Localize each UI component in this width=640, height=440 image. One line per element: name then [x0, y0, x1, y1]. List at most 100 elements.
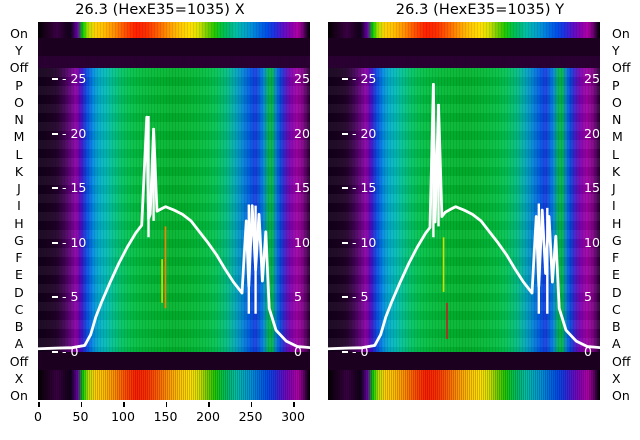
category-label: Y: [15, 43, 23, 59]
colorband-bottom-x: [38, 370, 310, 400]
category-label: D: [14, 284, 24, 300]
y-tick-mark: [52, 351, 58, 353]
category-label: K: [14, 163, 24, 179]
category-label: On: [612, 26, 630, 41]
category-label: B: [612, 319, 621, 335]
striation-overlay-top: [328, 22, 600, 38]
y-tick-mark: [52, 132, 58, 135]
category-label: B: [14, 319, 24, 335]
y-tick-label: - 25: [62, 70, 87, 86]
category-label: C: [14, 301, 24, 317]
category-label: A: [612, 336, 621, 352]
y-tick-label-right: 15: [584, 180, 600, 196]
x-tick-label: 50: [72, 409, 89, 424]
overlay-trace-x: [38, 115, 310, 351]
category-label: D: [612, 284, 622, 300]
rainbow-gradient-top: [38, 22, 310, 38]
y-tick-label-right: 20: [294, 125, 310, 141]
category-label: L: [15, 146, 23, 162]
trace-path: [38, 115, 310, 351]
colorband-top-y: [328, 22, 600, 38]
y-tick-label: - 5: [62, 289, 79, 305]
category-label: M: [13, 129, 25, 145]
colorband-bottom-y: [328, 370, 600, 400]
y-tick-label: - 0: [62, 344, 79, 359]
y-tick-mark: [52, 296, 58, 299]
category-label: I: [612, 198, 616, 214]
category-label: O: [14, 94, 24, 110]
category-label: On: [10, 26, 28, 41]
y-tick-mark: [52, 187, 58, 190]
category-label: J: [17, 181, 21, 197]
y-tick-mark: [52, 77, 58, 80]
rainbow-gradient-top: [328, 22, 600, 38]
y-tick-label: - 20: [352, 125, 377, 141]
y-tick-label-right: 20: [584, 125, 600, 141]
x-tick-mark: [80, 402, 82, 407]
striation-overlay-bottom: [328, 370, 600, 400]
category-label: A: [14, 336, 24, 352]
category-label: J: [612, 181, 616, 197]
category-label: H: [612, 215, 622, 231]
dark-band-upper: [38, 38, 310, 56]
dark-band-lower: [328, 352, 600, 370]
y-tick-label: - 25: [352, 70, 377, 86]
y-tick-label-right: 5: [294, 289, 302, 305]
category-label: F: [15, 250, 23, 266]
category-label: X: [14, 370, 24, 386]
heatmap-axes-y[interactable]: - 25 - 20 - 15 - 10 - 5 - 0 25 20 15 10 5 0: [328, 22, 600, 400]
x-tick-mark: [38, 402, 40, 407]
category-label: Off: [9, 353, 29, 369]
y-tick-mark: [342, 77, 348, 80]
category-label: Y: [612, 43, 620, 59]
x-tick-label: 200: [196, 409, 220, 424]
category-axis-left: On Y Off P O N M L K J I H G F E D C B A Off X On: [2, 22, 36, 403]
striation-overlay-top: [38, 22, 310, 38]
heatmap-axes-x[interactable]: - 25 - 20 - 15 - 10 - 5 - 0 25 20 15 10 5 0: [38, 22, 310, 400]
striation-overlay-bottom: [38, 370, 310, 400]
category-label: O: [612, 94, 622, 110]
x-tick-mark: [250, 402, 252, 407]
category-label: Off: [9, 60, 29, 76]
y-tick-label: - 15: [62, 180, 87, 196]
category-label: N: [612, 112, 622, 128]
striation-overlay-upper: [328, 56, 600, 68]
y-tick-label-right: 5: [584, 289, 592, 305]
category-label: P: [612, 77, 620, 93]
panel-title-x: 26.3 (HexE35=1035) X: [75, 2, 245, 18]
y-tick-label-right: 10: [294, 234, 310, 250]
category-label: On: [10, 388, 28, 403]
category-label: E: [612, 267, 620, 283]
dark-band-upper: [328, 38, 600, 56]
y-tick-mark: [342, 187, 348, 190]
rainbow-gradient-bottom: [328, 370, 600, 400]
y-tick-label-right: 0: [294, 344, 302, 359]
rainbow-gradient-bottom: [38, 370, 310, 400]
x-tick-label: 100: [111, 409, 135, 424]
category-label: H: [14, 215, 24, 231]
category-label: L: [612, 146, 619, 162]
y-tick-mark: [52, 241, 58, 244]
y-tick-mark: [342, 132, 348, 135]
category-label: I: [17, 198, 21, 214]
category-label: P: [15, 77, 23, 93]
x-tick-label: 300: [281, 409, 305, 424]
y-tick-label: - 10: [62, 234, 87, 250]
category-label: F: [612, 250, 620, 266]
category-label: Off: [612, 353, 631, 369]
x-tick-mark: [123, 402, 125, 407]
y-tick-label-right: 25: [584, 70, 600, 86]
dark-band-lower: [38, 352, 310, 370]
y-tick-label-right: 0: [584, 344, 592, 359]
y-tick-label: - 10: [352, 234, 377, 250]
x-tick-mark: [293, 402, 295, 407]
y-tick-label: - 20: [62, 125, 87, 141]
y-tick-label-right: 15: [294, 180, 310, 196]
category-label: K: [612, 163, 621, 179]
trace-path: [38, 117, 310, 350]
y-tick-label: - 15: [352, 180, 377, 196]
category-label: M: [612, 129, 623, 145]
y-tick-label: - 5: [352, 289, 369, 305]
dark-band-upper2: [38, 56, 310, 68]
